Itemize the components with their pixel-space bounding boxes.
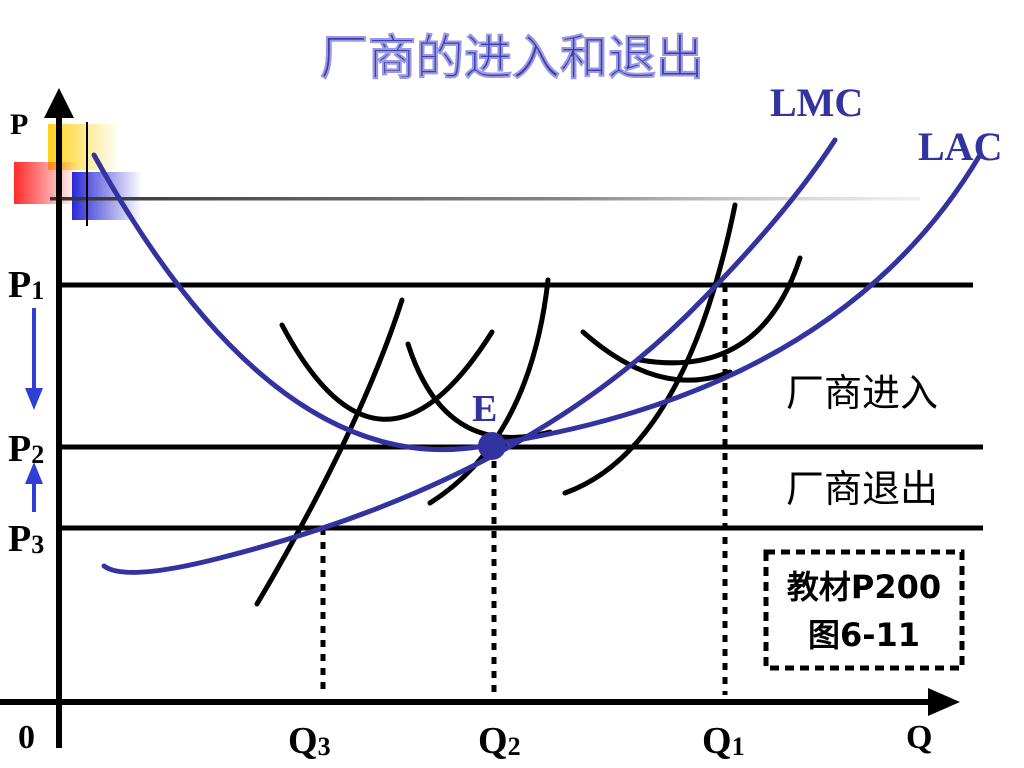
equilibrium-point xyxy=(478,432,506,460)
quantity-label-q3: Q3 xyxy=(288,720,331,762)
reference-box xyxy=(763,549,965,671)
y-axis-label: P xyxy=(10,108,28,141)
x-axis-label: Q xyxy=(906,719,932,756)
smc-curve-2 xyxy=(427,277,551,506)
y-axis-arrow xyxy=(44,88,74,118)
equilibrium-label: E xyxy=(472,388,497,430)
price-label-p3: P3 xyxy=(8,518,44,560)
price-fall-arrow xyxy=(25,308,43,410)
sac-curve-1 xyxy=(279,322,495,422)
page-title: 厂商的进入和退出 xyxy=(320,30,704,86)
smc-curve-4 xyxy=(637,255,803,366)
price-label-p2: P2 xyxy=(8,428,44,470)
decorative-squares xyxy=(14,122,920,226)
exit-annotation: 厂商退出 xyxy=(786,467,938,511)
quantity-label-q2: Q2 xyxy=(478,720,521,762)
entry-annotation: 厂商进入 xyxy=(786,371,938,415)
sac-curve-3 xyxy=(580,329,733,383)
price-rise-arrow xyxy=(25,462,43,512)
reference-line-1: 教材P200 xyxy=(787,568,941,606)
short-run-curves xyxy=(254,202,803,607)
quantity-label-q1: Q1 xyxy=(702,720,745,762)
price-label-p1: P1 xyxy=(8,264,44,306)
lmc-curve xyxy=(101,137,838,575)
origin-label: 0 xyxy=(18,719,35,756)
lmc-label: LMC xyxy=(770,80,863,125)
reference-line-2: 图6-11 xyxy=(808,616,920,654)
x-axis-arrow xyxy=(928,688,960,716)
lac-label: LAC xyxy=(918,124,1002,169)
smc-curve-1 xyxy=(254,297,405,607)
